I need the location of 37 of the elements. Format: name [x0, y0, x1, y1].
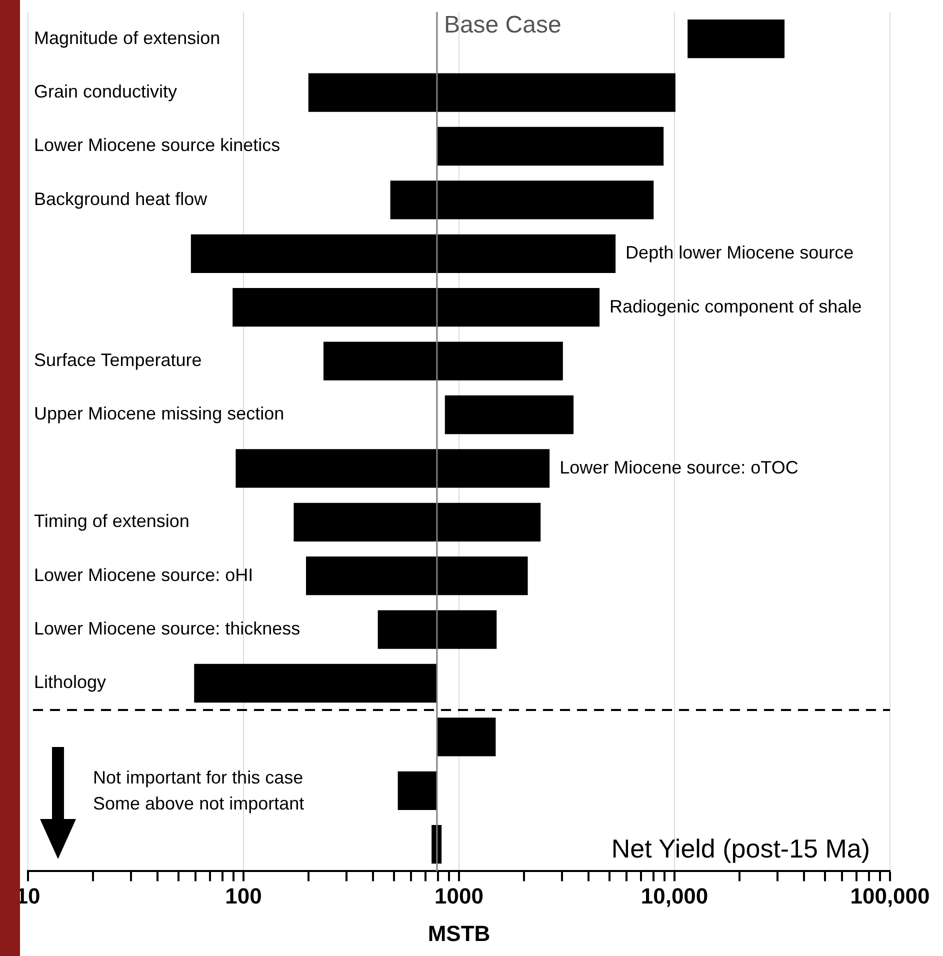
- bar: [378, 610, 497, 649]
- y-tick-label: Lower Miocene source: oHI: [34, 564, 254, 585]
- y-tick-label: Upper Miocene missing section: [34, 404, 284, 424]
- bar: [436, 126, 664, 166]
- bar: [232, 288, 600, 327]
- bar: [436, 718, 496, 756]
- bar: [308, 73, 676, 112]
- y-tick-label: Background heat flow: [34, 188, 208, 209]
- y-tick-label: Lower Miocene source: thickness: [34, 618, 300, 639]
- y-tick-label: Surface Temperature: [34, 350, 202, 370]
- y-tick-label: Lithology: [34, 672, 106, 692]
- y-tick-label: Timing of extension: [34, 511, 190, 532]
- y-tick-label: Lower Miocene source: oTOC: [560, 457, 798, 478]
- x-tick-label: 10,000: [640, 883, 708, 908]
- x-tick-label: 100: [225, 883, 262, 908]
- annotation: Some above not important: [93, 794, 304, 814]
- bar: [398, 771, 437, 810]
- y-tick-label: Radiogenic component of shale: [610, 296, 862, 316]
- text: Net Yield (post-15 Ma): [611, 833, 870, 864]
- annotation: Not important for this case: [93, 768, 304, 788]
- y-tick-label: Grain conductivity: [34, 82, 178, 102]
- x-tick-label: 1000: [434, 883, 484, 908]
- bar: [444, 395, 574, 434]
- bar: [688, 20, 785, 58]
- bar: [194, 664, 437, 703]
- bar: [236, 449, 550, 488]
- bar: [323, 342, 563, 380]
- y-tick-label: Magnitude of extension: [34, 28, 220, 48]
- x-tick-label: 100,000: [850, 883, 930, 908]
- bar: [294, 502, 541, 542]
- bar: [390, 180, 654, 220]
- y-tick-label: Lower Miocene source kinetics: [34, 135, 280, 156]
- y-tick-label: Depth lower Miocene source: [626, 242, 854, 263]
- bar: [190, 234, 616, 273]
- ref-line-label: Base Case: [444, 12, 562, 39]
- bar: [306, 556, 528, 596]
- x-axis-title: MSTB: [428, 920, 490, 946]
